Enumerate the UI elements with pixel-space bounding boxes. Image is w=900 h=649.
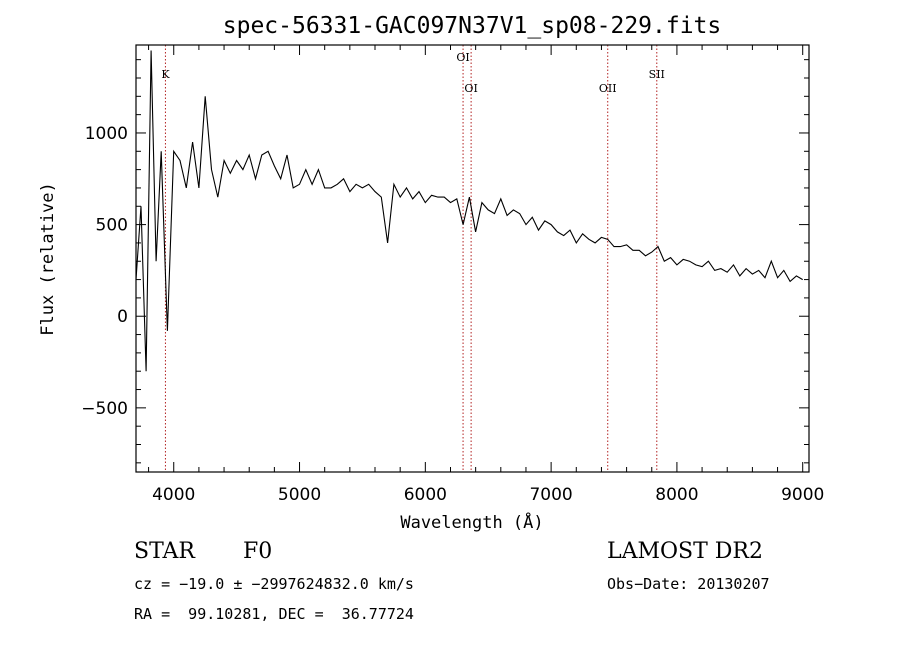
object-subclass: F0	[243, 539, 273, 564]
spectrum-series	[135, 50, 803, 372]
coordinates: RA = 99.10281, DEC = 36.77724	[134, 605, 414, 623]
spectrum-line-0	[135, 50, 803, 372]
plot-frame	[135, 44, 810, 473]
x-tick-label-1: 5000	[278, 485, 321, 505]
line-label-3: OII	[599, 82, 617, 95]
line-label-2: OI	[464, 82, 477, 95]
y-axis-label: Flux (relative)	[38, 182, 58, 336]
redshift-line: cz = −19.0 ± −2997624832.0 km/s	[134, 575, 414, 593]
y-tick-label-2: 500	[96, 216, 128, 236]
object-class: STAR	[134, 539, 195, 564]
line-label-4: SII	[649, 68, 665, 81]
x-tick-label-4: 8000	[655, 485, 698, 505]
y-tick-label-3: 1000	[85, 124, 128, 144]
y-tick-label-1: 0	[117, 307, 128, 327]
line-label-0: K	[161, 68, 170, 81]
observation-date: Obs−Date: 20130207	[607, 575, 770, 593]
x-axis-ticks: 4000 5000 6000 7000 8000 9000	[148, 45, 824, 505]
x-tick-label-3: 7000	[529, 485, 572, 505]
x-tick-label-5: 9000	[781, 485, 824, 505]
survey-label: LAMOST DR2	[607, 539, 763, 564]
spectral-line-markers: K OI OI OII SII	[161, 45, 665, 472]
x-axis-label: Wavelength (Å)	[400, 511, 543, 533]
chart-title: spec-56331-GAC097N37V1_sp08-229.fits	[223, 13, 722, 39]
x-tick-label-2: 6000	[404, 485, 447, 505]
y-tick-label-0: −500	[81, 399, 128, 419]
x-tick-label-0: 4000	[152, 485, 195, 505]
line-label-1: OI	[456, 51, 469, 64]
y-axis-ticks: −500 0 500 1000	[81, 59, 809, 464]
